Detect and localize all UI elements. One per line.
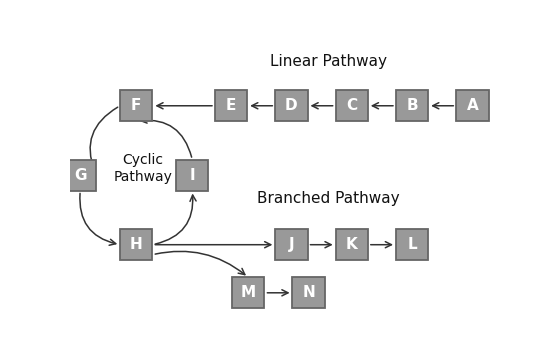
Text: Cyclic
Pathway: Cyclic Pathway xyxy=(113,153,172,184)
FancyBboxPatch shape xyxy=(120,91,152,121)
Text: M: M xyxy=(241,285,256,300)
Text: D: D xyxy=(285,98,297,113)
FancyBboxPatch shape xyxy=(215,91,247,121)
Text: G: G xyxy=(74,168,87,183)
FancyBboxPatch shape xyxy=(336,229,368,260)
FancyBboxPatch shape xyxy=(396,229,428,260)
Text: C: C xyxy=(346,98,358,113)
Text: K: K xyxy=(346,237,358,252)
Text: Branched Pathway: Branched Pathway xyxy=(257,191,399,206)
FancyBboxPatch shape xyxy=(232,278,265,308)
FancyBboxPatch shape xyxy=(396,91,428,121)
Text: L: L xyxy=(407,237,417,252)
FancyBboxPatch shape xyxy=(176,160,208,191)
FancyBboxPatch shape xyxy=(275,91,307,121)
Text: I: I xyxy=(190,168,195,183)
Text: N: N xyxy=(302,285,315,300)
FancyBboxPatch shape xyxy=(120,229,152,260)
FancyBboxPatch shape xyxy=(292,278,325,308)
Text: J: J xyxy=(289,237,294,252)
FancyBboxPatch shape xyxy=(336,91,368,121)
Text: E: E xyxy=(226,98,236,113)
Text: A: A xyxy=(466,98,478,113)
FancyBboxPatch shape xyxy=(456,91,489,121)
FancyBboxPatch shape xyxy=(64,160,96,191)
Text: H: H xyxy=(130,237,143,252)
Text: F: F xyxy=(131,98,141,113)
Text: Linear Pathway: Linear Pathway xyxy=(270,54,386,69)
Text: B: B xyxy=(406,98,418,113)
FancyBboxPatch shape xyxy=(275,229,307,260)
